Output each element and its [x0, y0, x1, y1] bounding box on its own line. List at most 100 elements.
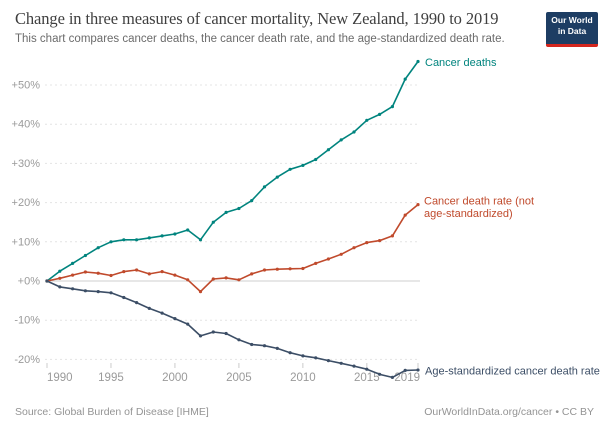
data-point-age-standardized-cancer-death-rate [135, 301, 139, 305]
data-point-cancer-deaths [314, 157, 318, 162]
y-tick-label: +40% [12, 119, 41, 131]
data-point-age-standardized-cancer-death-rate [352, 364, 356, 368]
series-label-cancer-death-rate-not-age-standardized: age-standardized) [424, 208, 513, 220]
data-point-cancer-deaths [83, 253, 87, 258]
data-point-cancer-deaths [147, 236, 151, 240]
data-point-cancer-death-rate-not-age-standardized [314, 261, 318, 265]
series-label-cancer-deaths: Cancer deaths [425, 57, 497, 69]
data-point-cancer-deaths [416, 59, 420, 64]
data-point-cancer-deaths [211, 220, 215, 224]
owid-logo-line2: in Data [557, 26, 587, 37]
data-point-cancer-deaths [58, 269, 62, 273]
data-point-age-standardized-cancer-death-rate [224, 331, 228, 336]
x-tick-label: 2015 [354, 372, 380, 384]
data-point-cancer-deaths [122, 238, 126, 242]
data-point-age-standardized-cancer-death-rate [326, 359, 330, 363]
data-point-cancer-death-rate-not-age-standardized [135, 268, 139, 272]
data-point-age-standardized-cancer-death-rate [211, 330, 215, 334]
data-point-age-standardized-cancer-death-rate [365, 367, 369, 371]
data-point-age-standardized-cancer-death-rate [416, 368, 420, 372]
license-note[interactable]: OurWorldInData.org/cancer • CC BY [424, 406, 594, 418]
data-point-age-standardized-cancer-death-rate [58, 285, 62, 289]
data-point-cancer-death-rate-not-age-standardized [109, 273, 113, 278]
data-point-cancer-deaths [109, 240, 113, 244]
data-point-cancer-deaths [186, 228, 190, 232]
data-point-cancer-death-rate-not-age-standardized [403, 213, 407, 217]
y-tick-label: -20% [14, 354, 40, 366]
data-point-cancer-deaths [301, 163, 305, 167]
data-point-age-standardized-cancer-death-rate [378, 372, 382, 376]
data-point-cancer-deaths [339, 138, 343, 142]
x-tick-label: 2019 [394, 372, 420, 384]
source-note: Source: Global Burden of Disease [IHME] [15, 406, 209, 418]
data-point-age-standardized-cancer-death-rate [390, 375, 394, 379]
data-point-cancer-death-rate-not-age-standardized [339, 252, 343, 256]
data-point-cancer-deaths [250, 199, 254, 203]
x-tick-label: 1990 [47, 372, 73, 384]
data-point-age-standardized-cancer-death-rate [314, 356, 318, 360]
data-point-cancer-deaths [378, 112, 382, 116]
data-point-age-standardized-cancer-death-rate [198, 334, 203, 338]
data-point-cancer-deaths [352, 130, 356, 134]
data-point-age-standardized-cancer-death-rate [173, 317, 177, 321]
data-point-cancer-deaths [160, 234, 164, 238]
data-point-age-standardized-cancer-death-rate [339, 361, 343, 365]
data-point-age-standardized-cancer-death-rate [301, 354, 305, 358]
chart-title: Change in three measures of cancer morta… [15, 9, 499, 28]
data-point-cancer-deaths [403, 77, 407, 81]
series-line-cancer-deaths [46, 61, 419, 282]
data-point-cancer-deaths [173, 232, 177, 236]
series-label-age-standardized-cancer-death-rate: Age-standardized cancer death rate [425, 365, 600, 377]
data-point-cancer-death-rate-not-age-standardized [173, 273, 177, 277]
data-point-age-standardized-cancer-death-rate [147, 306, 151, 310]
chart-footer: Source: Global Burden of Disease [IHME] … [15, 406, 594, 418]
x-tick-label: 2010 [290, 372, 316, 384]
y-tick-label: +10% [12, 236, 41, 248]
data-point-cancer-death-rate-not-age-standardized [416, 203, 420, 207]
data-point-age-standardized-cancer-death-rate [96, 290, 100, 294]
data-point-cancer-deaths [198, 238, 203, 242]
data-point-cancer-deaths [326, 148, 330, 152]
data-point-cancer-death-rate-not-age-standardized [288, 267, 292, 271]
data-point-age-standardized-cancer-death-rate [45, 279, 49, 283]
data-point-cancer-death-rate-not-age-standardized [326, 257, 330, 261]
data-point-cancer-deaths [96, 246, 100, 250]
data-point-age-standardized-cancer-death-rate [186, 322, 190, 326]
data-point-cancer-death-rate-not-age-standardized [211, 277, 215, 281]
x-tick-label: 2000 [162, 372, 188, 384]
data-point-cancer-death-rate-not-age-standardized [224, 276, 228, 280]
data-point-cancer-death-rate-not-age-standardized [250, 272, 254, 276]
series-label-cancer-death-rate-not-age-standardized: Cancer death rate (not [424, 196, 534, 208]
chart-header: Change in three measures of cancer morta… [15, 9, 539, 45]
chart-subtitle: This chart compares cancer deaths, the c… [15, 33, 505, 45]
data-point-cancer-deaths [390, 105, 394, 109]
data-point-cancer-death-rate-not-age-standardized [147, 272, 151, 276]
y-tick-label: -10% [14, 315, 40, 327]
owid-logo[interactable]: Our World in Data [546, 12, 598, 47]
series-line-cancer-death-rate-not-age-standardized [46, 203, 419, 293]
data-point-cancer-deaths [275, 175, 279, 179]
data-point-cancer-deaths [71, 261, 75, 265]
data-point-cancer-deaths [365, 118, 369, 122]
data-point-cancer-death-rate-not-age-standardized [262, 268, 267, 272]
data-point-age-standardized-cancer-death-rate [122, 295, 126, 300]
x-tick-label: 2005 [226, 372, 252, 384]
data-point-age-standardized-cancer-death-rate [288, 351, 292, 355]
data-point-cancer-death-rate-not-age-standardized [198, 290, 203, 294]
data-point-cancer-death-rate-not-age-standardized [122, 270, 126, 274]
data-point-cancer-death-rate-not-age-standardized [186, 278, 190, 282]
data-point-age-standardized-cancer-death-rate [262, 344, 267, 348]
data-point-cancer-deaths [224, 210, 228, 214]
data-point-cancer-death-rate-not-age-standardized [275, 267, 279, 271]
owid-logo-line1: Our World [551, 15, 593, 25]
data-point-cancer-deaths [262, 185, 267, 189]
data-point-cancer-death-rate-not-age-standardized [96, 271, 100, 275]
data-point-cancer-death-rate-not-age-standardized [390, 234, 394, 238]
y-tick-label: +30% [12, 158, 41, 170]
data-point-age-standardized-cancer-death-rate [71, 287, 75, 291]
data-point-cancer-death-rate-not-age-standardized [352, 246, 356, 250]
y-tick-label: +50% [12, 80, 41, 92]
data-point-cancer-deaths [135, 238, 139, 242]
